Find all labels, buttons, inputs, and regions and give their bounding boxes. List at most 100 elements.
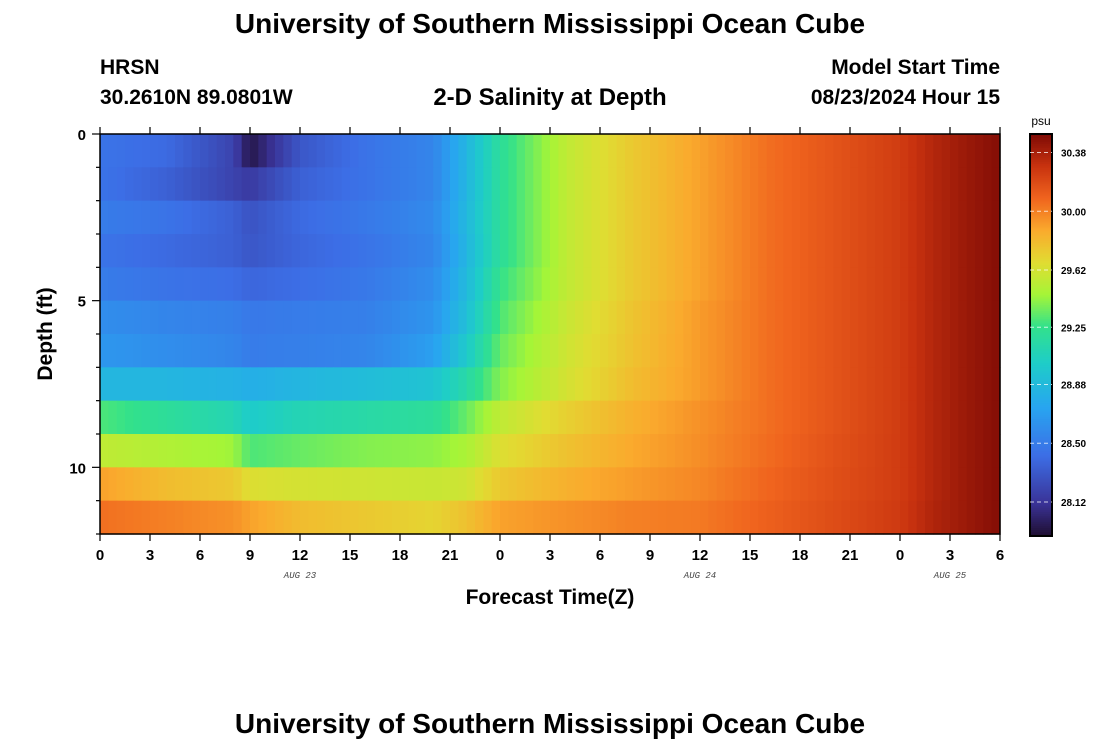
heatmap-cell bbox=[966, 334, 976, 368]
heatmap-cell bbox=[908, 167, 918, 202]
colorbar-segment bbox=[1030, 429, 1052, 433]
heatmap-cell bbox=[483, 200, 493, 235]
colorbar-segment bbox=[1030, 361, 1052, 364]
heatmap-cell bbox=[791, 500, 801, 535]
colorbar-segment bbox=[1030, 343, 1052, 346]
heatmap-cell bbox=[750, 267, 759, 302]
heatmap-cell bbox=[258, 267, 268, 302]
heatmap-cell bbox=[708, 367, 718, 402]
colorbar-segment bbox=[1030, 250, 1052, 254]
colorbar-segment bbox=[1030, 328, 1052, 332]
heatmap-cell bbox=[400, 167, 409, 202]
colorbar-segment bbox=[1030, 335, 1052, 338]
heatmap-cell bbox=[916, 300, 926, 335]
heatmap-cell bbox=[366, 334, 376, 368]
heatmap-cell bbox=[575, 500, 584, 535]
heatmap-cell bbox=[591, 334, 601, 368]
heatmap-cell bbox=[591, 300, 601, 335]
heatmap-cell bbox=[200, 134, 209, 168]
heatmap-cell bbox=[400, 200, 409, 235]
colorbar-segment bbox=[1030, 192, 1052, 195]
colorbar-segment bbox=[1030, 150, 1052, 153]
heatmap-cell bbox=[108, 267, 118, 302]
heatmap-cell bbox=[300, 500, 309, 535]
heatmap-cell bbox=[616, 367, 626, 402]
heatmap-cell bbox=[366, 434, 376, 468]
heatmap-cell bbox=[575, 300, 584, 335]
heatmap-cell bbox=[683, 134, 693, 168]
colorbar-segment bbox=[1030, 134, 1052, 137]
heatmap-cell bbox=[741, 267, 751, 302]
heatmap-cell bbox=[250, 334, 259, 368]
heatmap-cell bbox=[391, 400, 401, 435]
heatmap-cell bbox=[216, 467, 226, 502]
heatmap-cell bbox=[208, 300, 218, 335]
colorbar-segment bbox=[1030, 226, 1052, 230]
heatmap-cell bbox=[516, 367, 526, 402]
heatmap-cell bbox=[191, 134, 201, 168]
heatmap-cell bbox=[733, 467, 743, 502]
heatmap-cell bbox=[958, 267, 968, 302]
heatmap-cell bbox=[891, 134, 901, 168]
colorbar-segment bbox=[1030, 146, 1052, 149]
heatmap-cell bbox=[591, 500, 601, 535]
heatmap-cell bbox=[108, 434, 118, 468]
heatmap-cell bbox=[766, 400, 776, 435]
colorbar-segment bbox=[1030, 300, 1052, 304]
heatmap-cell bbox=[166, 234, 176, 268]
heatmap-cell bbox=[958, 400, 968, 435]
heatmap-cell bbox=[950, 234, 959, 268]
heatmap-cell bbox=[591, 134, 601, 168]
heatmap-cell bbox=[325, 200, 334, 235]
heatmap-cell bbox=[883, 200, 893, 235]
heatmap-cell bbox=[741, 500, 751, 535]
heatmap-cell bbox=[258, 300, 268, 335]
heatmap-cell bbox=[925, 134, 934, 168]
heatmap-cell bbox=[800, 400, 809, 435]
heatmap-cell bbox=[625, 134, 634, 168]
heatmap-cell bbox=[483, 234, 493, 268]
heatmap-cell bbox=[733, 267, 743, 302]
heatmap-cell bbox=[191, 234, 201, 268]
heatmap-cell bbox=[933, 400, 943, 435]
heatmap-cell bbox=[558, 334, 568, 368]
heatmap-cell bbox=[641, 400, 651, 435]
heatmap-cell bbox=[216, 234, 226, 268]
heatmap-cell bbox=[583, 134, 593, 168]
heatmap-cell bbox=[158, 367, 168, 402]
heatmap-cell bbox=[691, 200, 701, 235]
colorbar-segment bbox=[1030, 178, 1052, 181]
x-tick-label: 6 bbox=[996, 547, 1004, 564]
colorbar-segment bbox=[1030, 296, 1052, 300]
heatmap-cell bbox=[300, 400, 309, 435]
heatmap-cell bbox=[875, 300, 884, 335]
heatmap-cell bbox=[908, 467, 918, 502]
heatmap-cell bbox=[358, 434, 368, 468]
heatmap-cell bbox=[191, 334, 201, 368]
heatmap-cell bbox=[750, 134, 759, 168]
heatmap-cell bbox=[483, 300, 493, 335]
colorbar-segment bbox=[1030, 391, 1052, 394]
heatmap-cell bbox=[916, 434, 926, 468]
colorbar-label: 30.00 bbox=[1061, 207, 1086, 218]
heatmap-cell bbox=[983, 267, 993, 302]
heatmap-cell bbox=[175, 500, 184, 535]
colorbar-segment bbox=[1030, 148, 1052, 151]
heatmap-cell bbox=[425, 267, 434, 302]
heatmap-cell bbox=[841, 300, 851, 335]
heatmap-cell bbox=[266, 400, 276, 435]
heatmap-cell bbox=[633, 367, 643, 402]
heatmap-cell bbox=[658, 334, 668, 368]
heatmap-cell bbox=[325, 167, 334, 202]
heatmap-cell bbox=[450, 167, 459, 202]
heatmap-cell bbox=[975, 267, 984, 302]
colorbar-segment bbox=[1030, 156, 1052, 159]
heatmap-cell bbox=[925, 367, 934, 402]
heatmap-cell bbox=[566, 167, 576, 202]
heatmap-cell bbox=[583, 500, 593, 535]
heatmap-cell bbox=[275, 300, 284, 335]
footer-title: University of Southern Mississippi Ocean… bbox=[234, 708, 866, 739]
heatmap-cell bbox=[433, 134, 443, 168]
